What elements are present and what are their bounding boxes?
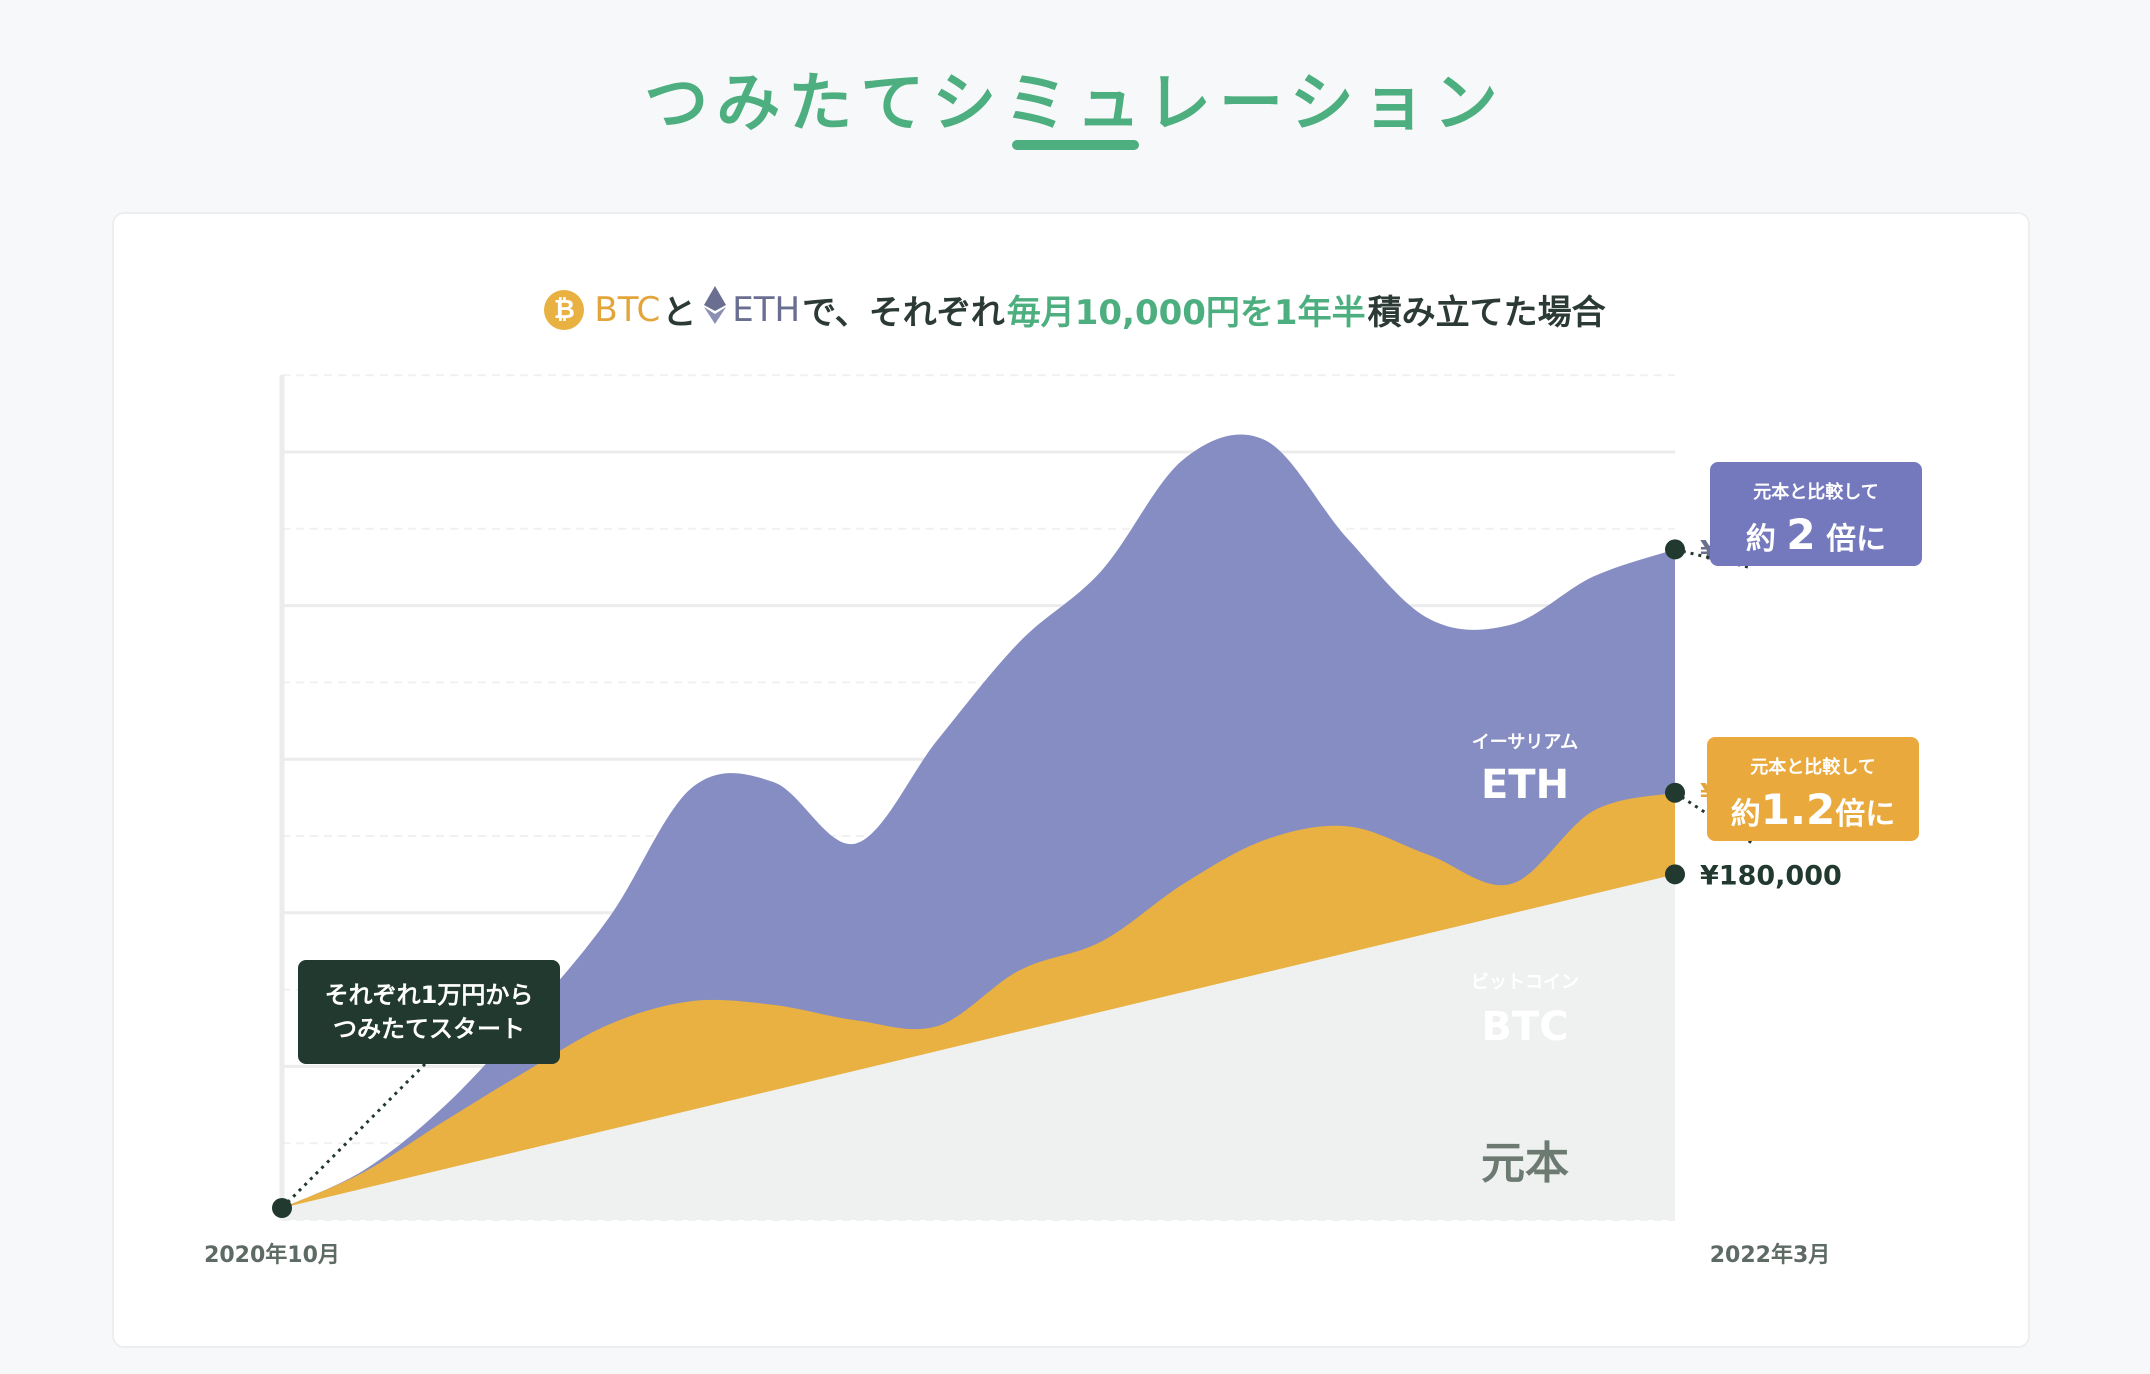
subtitle-btc: BTC: [594, 289, 661, 330]
start-callout-line2: つみたてスタート: [333, 1015, 525, 1043]
btc-callout-caption: 元本と比較して: [1750, 757, 1876, 778]
principal-end-point: [1665, 864, 1685, 885]
x-tick-end: 2022年3月: [1710, 1242, 1831, 1268]
eth-label: ETH: [1481, 762, 1569, 808]
subtitle-and: と: [662, 293, 697, 333]
btc-label: BTC: [1481, 1004, 1568, 1050]
eth-multiplier-callout: 元本と比較して 約 2 倍に: [1710, 462, 1922, 566]
title-underline: [1012, 140, 1139, 150]
start-callout-line1: それぞれ1万円から: [324, 981, 534, 1009]
x-tick-start: 2020年10月: [204, 1242, 340, 1268]
btc-callout-value: 約1.2倍に: [1730, 785, 1896, 834]
btc-multiplier-callout: 元本と比較して 約1.2倍に: [1707, 737, 1919, 841]
eth-callout-value: 約 2 倍に: [1745, 510, 1887, 559]
principal-label: 元本: [1481, 1138, 1569, 1189]
eth-callout-caption: 元本と比較して: [1753, 482, 1879, 503]
subtitle-mid: で、それぞれ: [802, 293, 1005, 333]
btc-label-small: ビットコイン: [1471, 972, 1579, 993]
btc-coin-icon: ₿: [544, 289, 585, 330]
chart-subtitle: ₿ BTC と ETH で、それぞれ 毎月10,000円を1年半 積み立てた場合: [0, 285, 2150, 334]
principal-end-value: ¥180,000: [1700, 860, 1842, 891]
subtitle-end: 積み立てた場合: [1367, 293, 1606, 333]
eth-diamond-icon: [704, 286, 727, 333]
principal-area: [282, 874, 1675, 1220]
start-callout: それぞれ1万円から つみたてスタート: [298, 960, 560, 1064]
subtitle-highlight: 毎月10,000円を1年半: [1006, 293, 1366, 333]
page-title: つみたてシミュレーション: [644, 67, 1506, 141]
subtitle-eth: ETH: [732, 289, 801, 330]
start-leader-line: [280, 1062, 427, 1210]
eth-label-small: イーサリアム: [1472, 732, 1578, 753]
